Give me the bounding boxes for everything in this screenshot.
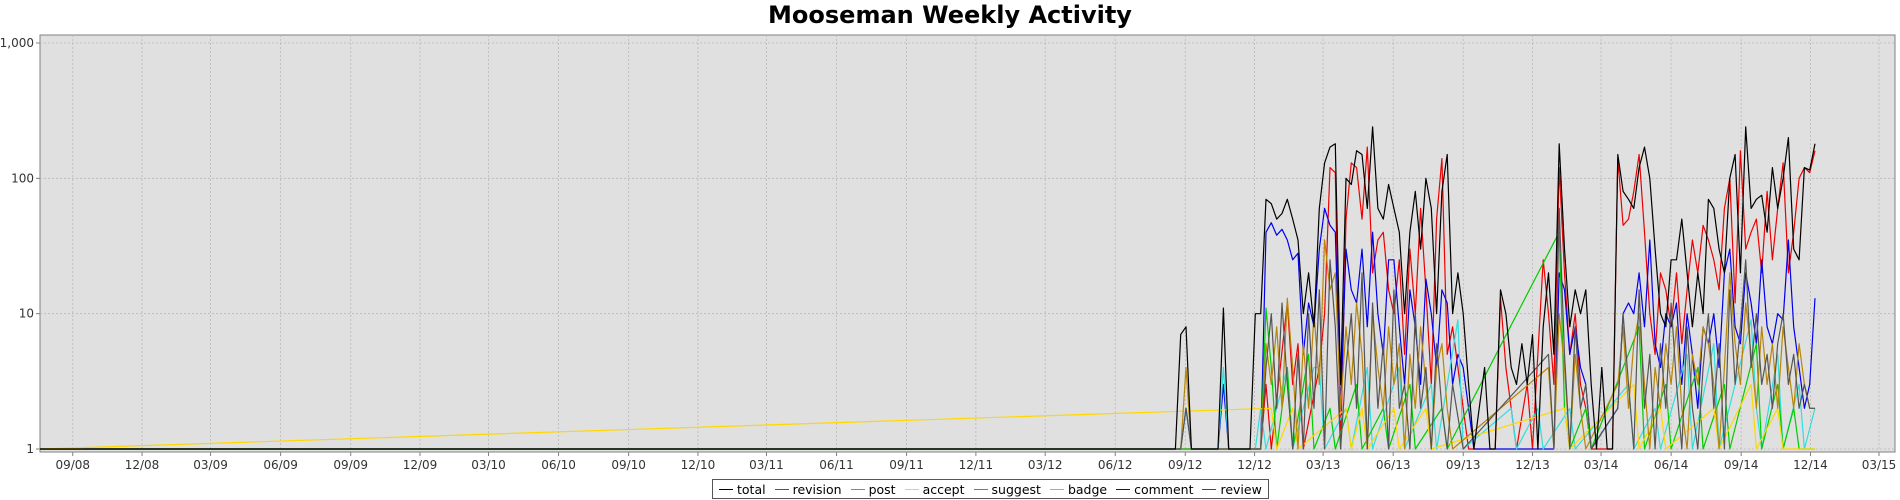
x-tick-label: 09/12 — [1168, 458, 1203, 472]
x-tick-label: 06/10 — [541, 458, 576, 472]
legend-swatch — [1202, 488, 1217, 490]
legend-swatch — [1116, 488, 1131, 490]
legend-swatch — [719, 488, 733, 490]
legend-item-accept: accept — [904, 481, 965, 497]
x-tick-label: 03/12 — [1028, 458, 1063, 472]
x-tick-label: 03/15 — [1862, 458, 1897, 472]
x-tick-label: 03/11 — [749, 458, 784, 472]
legend-item-post: post — [850, 481, 896, 497]
x-tick-label: 12/14 — [1793, 458, 1828, 472]
legend-label: revision — [792, 481, 842, 497]
grid-lines — [40, 35, 1895, 452]
legend-label: post — [868, 481, 896, 497]
x-tick-label: 12/09 — [403, 458, 438, 472]
x-tick-label: 09/11 — [889, 458, 924, 472]
x-tick-label: 06/11 — [819, 458, 854, 472]
x-tick-label: 09/08 — [55, 458, 90, 472]
legend: total revision post accept suggest badge comme… — [712, 479, 1269, 499]
y-tick-label: 100 — [11, 171, 34, 185]
legend-swatch — [850, 488, 865, 490]
plot-background — [39, 34, 1896, 453]
series-line-post — [40, 239, 1815, 450]
series-line-review — [40, 146, 1816, 450]
x-tick-label: 09/13 — [1446, 458, 1481, 472]
x-tick-label: 12/12 — [1237, 458, 1272, 472]
x-tick-label: 09/09 — [333, 458, 368, 472]
x-tick-label: 06/13 — [1376, 458, 1411, 472]
chart-title: Mooseman Weekly Activity — [768, 1, 1132, 29]
series-line-accept — [39, 383, 1815, 450]
x-tick-label: 06/12 — [1098, 458, 1133, 472]
x-tick-label: 12/08 — [125, 458, 160, 472]
series-line-revision — [40, 207, 1815, 450]
x-tick-label: 06/09 — [263, 458, 298, 472]
legend-swatch — [1049, 488, 1064, 490]
legend-label: badge — [1067, 481, 1108, 497]
series-line-badge — [40, 319, 1816, 450]
y-tick-label: 1,000 — [0, 36, 34, 50]
legend-item-suggest: suggest — [973, 481, 1041, 497]
legend-swatch — [904, 488, 919, 490]
legend-item-revision: revision — [774, 481, 842, 497]
legend-swatch — [973, 488, 988, 490]
x-tick-label: 12/11 — [959, 458, 994, 472]
x-tick-label: 03/10 — [471, 458, 506, 472]
x-tick-label: 03/14 — [1584, 458, 1619, 472]
legend-label: total — [737, 481, 766, 497]
x-tick-label: 03/09 — [193, 458, 228, 472]
y-tick-label: 1 — [26, 442, 34, 456]
series-line-comment — [40, 207, 1816, 450]
x-tick-label: 06/14 — [1654, 458, 1689, 472]
legend-item-comment: comment — [1116, 482, 1193, 497]
legend-swatch — [774, 488, 789, 490]
series-line-total — [40, 126, 1816, 450]
legend-label: comment — [1134, 481, 1194, 497]
legend-item-review: review — [1202, 481, 1262, 497]
x-tick-label: 09/14 — [1724, 458, 1759, 472]
y-tick-label: 10 — [19, 307, 34, 321]
legend-label: accept — [922, 481, 965, 497]
x-axis: 09/08 12/08 03/09 06/09 09/09 12/09 03/10 06/10… — [55, 452, 1896, 472]
y-axis: 1 10 100 1,000 — [0, 36, 40, 456]
x-tick-label: 12/10 — [681, 458, 716, 472]
legend-item-badge: badge — [1049, 481, 1108, 497]
x-tick-label: 09/10 — [611, 458, 646, 472]
legend-label: review — [1220, 481, 1262, 497]
x-tick-label: 12/13 — [1515, 458, 1550, 472]
legend-label: suggest — [991, 481, 1041, 497]
series-lines — [39, 126, 1816, 450]
x-tick-label: 03/13 — [1306, 458, 1341, 472]
legend-item-total: total — [719, 482, 766, 497]
